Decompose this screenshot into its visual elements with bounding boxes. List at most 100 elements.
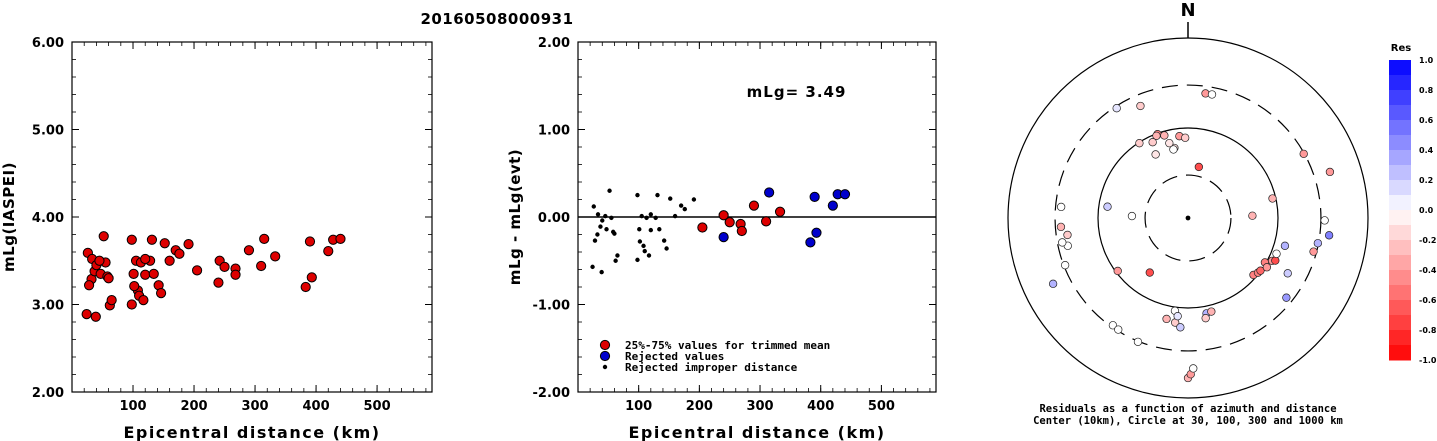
- data-point: [657, 227, 662, 232]
- data-point: [697, 222, 708, 233]
- legend-label: Rejected values: [625, 350, 724, 363]
- data-point: [644, 215, 649, 221]
- data-point: [718, 232, 729, 243]
- station-point: [1299, 149, 1308, 159]
- station-point: [1112, 104, 1121, 113]
- station-point: [1162, 314, 1171, 324]
- colorbar-segment: [1389, 150, 1411, 166]
- station-point: [1135, 139, 1144, 148]
- station-point: [1063, 230, 1072, 240]
- data-point: [256, 260, 267, 272]
- y-tick-label: 6.00: [32, 36, 64, 51]
- x-tick-label: 200: [180, 399, 207, 414]
- station-point: [1325, 167, 1335, 177]
- data-point: [98, 231, 109, 242]
- data-point: [612, 231, 617, 236]
- station-point: [1133, 337, 1143, 347]
- colorbar-segment: [1389, 60, 1411, 76]
- y-tick-label: -2.00: [533, 386, 570, 401]
- colorbar-segment: [1389, 345, 1411, 361]
- data-point: [590, 264, 595, 270]
- data-point: [607, 188, 612, 193]
- data-point: [335, 233, 346, 244]
- station-point: [1108, 321, 1118, 330]
- data-point: [126, 299, 137, 310]
- distance-ring: [1144, 174, 1232, 262]
- data-point: [155, 288, 167, 299]
- plot-frame: [71, 41, 433, 393]
- data-point: [164, 255, 175, 266]
- data-point: [642, 248, 647, 254]
- colorbar-tick-label: -0.4: [1419, 266, 1437, 275]
- station-point: [1173, 312, 1182, 321]
- data-point: [604, 227, 609, 232]
- data-point: [128, 268, 139, 279]
- x-axis-label: Epicentral distance (km): [628, 423, 885, 441]
- x-tick-label: 100: [119, 399, 146, 414]
- data-point: [661, 238, 667, 243]
- colorbar-tick-label: -1.0: [1419, 356, 1437, 365]
- data-point: [103, 273, 114, 284]
- y-axis-label: mLg - mLg(evt): [506, 149, 524, 285]
- station-point: [1113, 266, 1122, 276]
- data-point: [599, 269, 604, 275]
- colorbar-tick-label: 0.6: [1419, 116, 1434, 125]
- colorbar-segment: [1389, 75, 1411, 91]
- y-tick-label: 2.00: [32, 386, 64, 401]
- station-point: [1282, 293, 1291, 302]
- x-tick-label: 100: [625, 399, 652, 414]
- data-point: [598, 224, 603, 229]
- figure-title: 20160508000931: [420, 10, 573, 28]
- legend-label: Rejected improper distance: [625, 361, 798, 374]
- data-point: [140, 253, 151, 265]
- colorbar-tick-label: -0.8: [1419, 326, 1437, 335]
- legend-marker: [599, 350, 611, 362]
- data-point: [682, 206, 687, 212]
- legend-marker: [599, 339, 611, 351]
- data-point: [174, 248, 185, 259]
- data-point: [600, 218, 605, 223]
- station-point: [1280, 241, 1290, 250]
- station-point: [1169, 145, 1178, 154]
- data-point: [129, 281, 140, 292]
- colorbar-title: Res: [1391, 43, 1411, 54]
- station-point: [1262, 263, 1272, 272]
- data-point: [90, 311, 101, 322]
- colorbar-tick-label: 1.0: [1419, 56, 1434, 65]
- data-point: [213, 277, 224, 288]
- x-tick-label: 500: [364, 399, 391, 414]
- station-point: [1060, 261, 1070, 270]
- data-point: [259, 233, 270, 244]
- data-point: [748, 200, 760, 211]
- colorbar-segment: [1389, 270, 1411, 286]
- station-point: [1103, 202, 1112, 211]
- colorbar-segment: [1389, 195, 1411, 211]
- y-tick-label: 3.00: [32, 299, 64, 314]
- data-point: [724, 217, 735, 228]
- y-tick-label: 1.00: [538, 124, 570, 139]
- colorbar-segment: [1389, 210, 1411, 226]
- y-tick-label: 4.00: [32, 211, 64, 226]
- colorbar-segment: [1389, 90, 1411, 106]
- epicenter-marker: [1185, 215, 1191, 221]
- colorbar-segment: [1389, 165, 1411, 181]
- station-point: [1207, 307, 1216, 316]
- data-point: [648, 227, 654, 233]
- data-point: [637, 227, 642, 232]
- x-tick-label: 400: [807, 399, 834, 414]
- polar-caption-line2: Center (10km), Circle at 30, 100, 300 an…: [1033, 415, 1343, 427]
- data-point: [304, 236, 316, 247]
- colorbar-segment: [1389, 255, 1411, 271]
- azimuthal-residual-plot: N Residuals as a function of azimuth and …: [1007, 0, 1369, 427]
- legend-marker: [602, 364, 608, 370]
- station-point: [1207, 90, 1217, 99]
- station-point: [1148, 138, 1157, 147]
- data-point: [672, 213, 678, 219]
- distance-ring: [1054, 84, 1322, 352]
- data-point: [230, 269, 241, 280]
- legend-label: 25%-75% values for trimmed mean: [625, 339, 830, 352]
- station-point: [1268, 194, 1277, 203]
- data-point: [306, 272, 317, 283]
- colorbar-segment: [1389, 330, 1411, 346]
